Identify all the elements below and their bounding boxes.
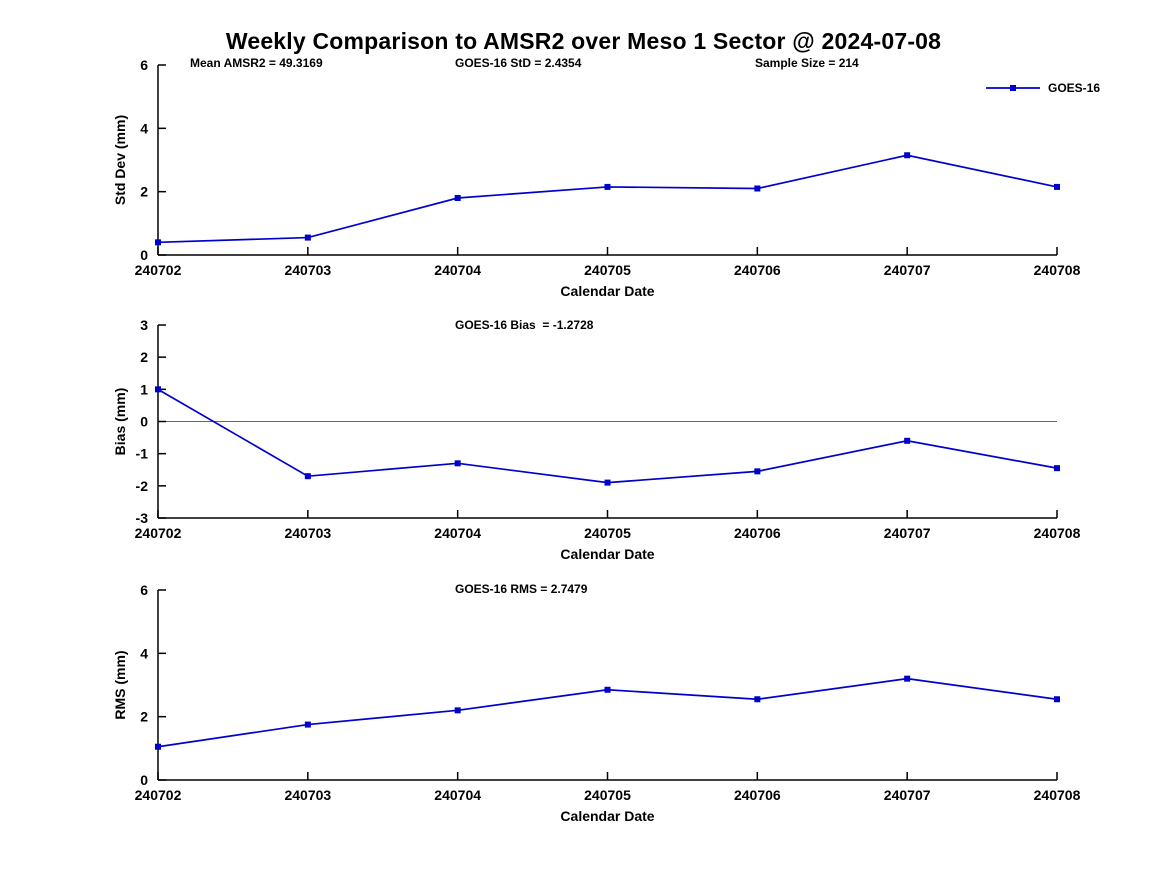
legend-label: GOES-16 xyxy=(1048,81,1100,95)
data-point-marker xyxy=(454,707,461,714)
y-tick-label: 0 xyxy=(140,247,148,263)
y-tick-label: 6 xyxy=(140,582,148,598)
x-tick-label: 240706 xyxy=(734,525,781,541)
data-point-marker xyxy=(1054,696,1060,703)
annotation-mean-amsr2: Mean AMSR2 = 49.3169 xyxy=(190,56,323,70)
data-point-marker xyxy=(904,152,911,159)
data-point-marker xyxy=(604,686,611,693)
data-point-marker xyxy=(454,460,461,467)
y-tick-label: 6 xyxy=(140,57,148,73)
data-point-marker xyxy=(155,239,161,246)
y-tick-label: -3 xyxy=(136,510,149,526)
x-axis-label: Calendar Date xyxy=(560,546,654,562)
x-axis-label: Calendar Date xyxy=(560,808,654,824)
y-axis-label: Std Dev (mm) xyxy=(112,115,128,205)
y-tick-label: 3 xyxy=(140,317,148,333)
data-point-marker xyxy=(155,743,161,750)
chart-title: Weekly Comparison to AMSR2 over Meso 1 S… xyxy=(225,28,942,54)
y-tick-label: 0 xyxy=(140,414,148,430)
x-axis-label: Calendar Date xyxy=(560,283,654,299)
annotation-sample-size: Sample Size = 214 xyxy=(755,56,859,70)
data-point-marker xyxy=(754,468,761,475)
x-tick-label: 240706 xyxy=(734,262,781,278)
y-tick-label: 2 xyxy=(140,709,148,725)
data-point-marker xyxy=(155,386,161,393)
y-tick-label: 0 xyxy=(140,772,148,788)
y-tick-label: 4 xyxy=(140,120,148,136)
data-point-marker xyxy=(304,473,311,480)
x-tick-label: 240702 xyxy=(135,525,182,541)
series-line-GOES-16 xyxy=(157,388,1058,484)
x-tick-label: 240702 xyxy=(135,262,182,278)
y-tick-label: 4 xyxy=(140,645,148,661)
annotation-goes16-std: GOES-16 StD = 2.4354 xyxy=(455,56,582,70)
y-tick-label: 2 xyxy=(140,349,148,365)
data-point-marker xyxy=(904,437,911,444)
x-tick-label: 240704 xyxy=(434,262,481,278)
y-axis-label: Bias (mm) xyxy=(112,388,128,456)
x-tick-label: 240704 xyxy=(434,525,481,541)
subplot-std-dev: 0 2 4 6 240702 240703 240704 240705 240706 240707… xyxy=(112,57,1100,299)
y-tick-label: -1 xyxy=(136,446,149,462)
x-tick-label: 240703 xyxy=(284,262,331,278)
x-tick-label: 240703 xyxy=(284,787,331,803)
data-point-marker xyxy=(304,234,311,241)
x-tick-label: 240707 xyxy=(884,787,931,803)
y-tick-label: -2 xyxy=(136,478,149,494)
subplot-bias: -3 -2 -1 0 1 2 3 240702 240703 240704 240705 240706… xyxy=(112,317,1081,562)
data-point-marker xyxy=(904,675,911,682)
x-tick-label: 240707 xyxy=(884,262,931,278)
data-point-marker xyxy=(1054,183,1060,190)
data-point-marker xyxy=(1054,465,1060,472)
x-tick-label: 240706 xyxy=(734,787,781,803)
y-tick-label: 1 xyxy=(140,381,148,397)
x-tick-label: 240707 xyxy=(884,525,931,541)
x-tick-label: 240705 xyxy=(584,525,631,541)
legend: GOES-16 xyxy=(986,81,1100,95)
x-tick-label: 240705 xyxy=(584,262,631,278)
annotation-goes16-rms: GOES-16 RMS = 2.7479 xyxy=(455,582,588,596)
data-point-marker xyxy=(754,185,761,192)
x-tick-label: 240708 xyxy=(1034,525,1081,541)
x-tick-label: 240708 xyxy=(1034,787,1081,803)
x-tick-label: 240705 xyxy=(584,787,631,803)
legend-marker-sample xyxy=(1010,85,1016,91)
x-tick-label: 240702 xyxy=(135,787,182,803)
x-tick-label: 240708 xyxy=(1034,262,1081,278)
y-tick-label: 2 xyxy=(140,184,148,200)
data-point-marker xyxy=(604,479,611,486)
data-point-marker xyxy=(754,696,761,703)
subplot-rms: 0 2 4 6 240702 240703 240704 240705 240706 240707… xyxy=(112,582,1081,824)
data-point-marker xyxy=(304,721,311,728)
y-axis-label: RMS (mm) xyxy=(112,650,128,719)
series-line-GOES-16 xyxy=(157,154,1058,244)
data-point-marker xyxy=(454,195,461,201)
annotation-goes16-bias: GOES-16 Bias = -1.2728 xyxy=(455,318,594,332)
x-tick-label: 240704 xyxy=(434,787,481,803)
data-point-marker xyxy=(604,183,611,190)
x-tick-label: 240703 xyxy=(284,525,331,541)
